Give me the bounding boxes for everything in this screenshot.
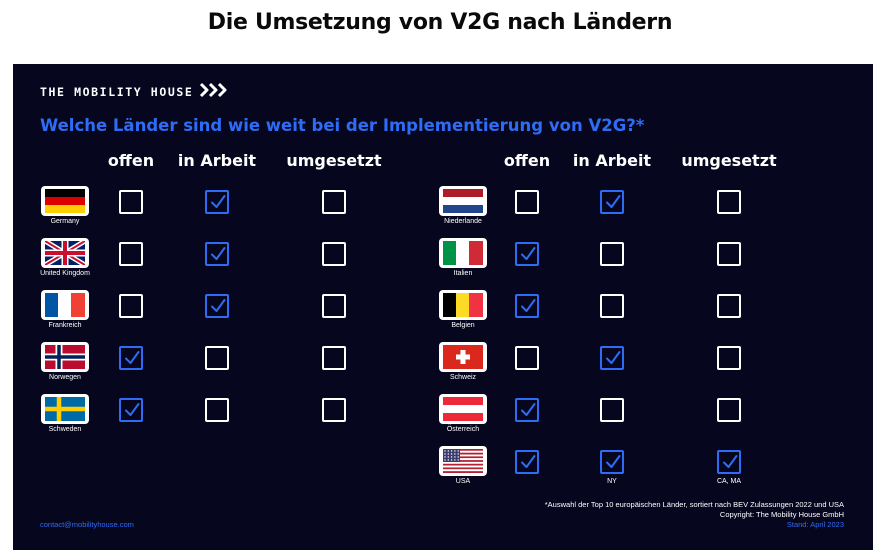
country-label: USA: [455, 478, 471, 485]
status-checkbox-unchecked: [119, 294, 143, 318]
column-header-left-1: in Arbeit: [177, 151, 257, 170]
status-checkbox-unchecked: [515, 346, 539, 370]
status-checkbox-checked: [119, 398, 143, 422]
status-note: NY: [607, 478, 617, 485]
status-checkbox-checked: [515, 398, 539, 422]
question-heading: Welche Länder sind wie weit bei der Impl…: [40, 116, 645, 135]
netherlands-flag-icon: [439, 186, 487, 216]
column-header-right-1: in Arbeit: [572, 151, 652, 170]
brand-logo: THE MOBILITY HOUSE: [40, 82, 231, 102]
country-label: Italien: [453, 270, 473, 277]
italy-flag-icon: [439, 238, 487, 268]
column-header-right-0: offen: [503, 151, 551, 170]
country-label: Österreich: [446, 426, 480, 433]
status-checkbox-unchecked: [205, 346, 229, 370]
status-checkbox-unchecked: [322, 190, 346, 214]
column-header-left-0: offen: [107, 151, 155, 170]
column-header-left-2: umgesetzt: [286, 151, 382, 170]
triple-chevron-right-icon: [199, 82, 231, 102]
austria-flag-icon: [439, 394, 487, 424]
status-checkbox-unchecked: [600, 398, 624, 422]
status-checkbox-checked: [600, 450, 624, 474]
status-checkbox-unchecked: [717, 398, 741, 422]
status-checkbox-unchecked: [119, 190, 143, 214]
united-kingdom-flag-icon: [41, 238, 89, 268]
footnote-date: Stand: April 2023: [786, 520, 844, 529]
status-checkbox-unchecked: [205, 398, 229, 422]
country-label: Norwegen: [49, 374, 81, 381]
germany-flag-icon: [41, 186, 89, 216]
footnote: *Auswahl der Top 10 europäischen Länder,…: [545, 500, 844, 530]
status-checkbox-unchecked: [717, 190, 741, 214]
status-checkbox-unchecked: [600, 294, 624, 318]
status-checkbox-checked: [205, 190, 229, 214]
country-label: Schweiz: [449, 374, 477, 381]
page-title: Die Umsetzung von V2G nach Ländern: [207, 10, 673, 35]
status-checkbox-unchecked: [322, 398, 346, 422]
usa-flag-icon: [439, 446, 487, 476]
column-header-right-2: umgesetzt: [681, 151, 777, 170]
country-label: Belgien: [451, 322, 475, 329]
belgium-flag-icon: [439, 290, 487, 320]
footnote-selection: *Auswahl der Top 10 europäischen Länder,…: [544, 500, 844, 509]
status-checkbox-checked: [119, 346, 143, 370]
status-checkbox-checked: [717, 450, 741, 474]
status-checkbox-checked: [515, 294, 539, 318]
status-checkbox-checked: [515, 450, 539, 474]
status-checkbox-checked: [205, 242, 229, 266]
status-checkbox-unchecked: [717, 294, 741, 318]
status-checkbox-unchecked: [600, 242, 624, 266]
status-checkbox-unchecked: [515, 190, 539, 214]
status-checkbox-checked: [600, 190, 624, 214]
country-label: Germany: [50, 218, 80, 225]
brand-name: THE MOBILITY HOUSE: [40, 85, 194, 99]
status-checkbox-unchecked: [717, 346, 741, 370]
status-checkbox-unchecked: [322, 294, 346, 318]
sweden-flag-icon: [41, 394, 89, 424]
status-note: CA, MA: [716, 478, 742, 485]
switzerland-flag-icon: [439, 342, 487, 372]
norway-flag-icon: [41, 342, 89, 372]
status-checkbox-checked: [600, 346, 624, 370]
country-label: Schweden: [48, 426, 82, 433]
footnote-copyright: Copyright: The Mobility House GmbH: [719, 510, 844, 519]
country-label: Niederlande: [444, 218, 482, 225]
status-checkbox-checked: [515, 242, 539, 266]
status-checkbox-unchecked: [322, 346, 346, 370]
status-checkbox-unchecked: [717, 242, 741, 266]
status-checkbox-checked: [205, 294, 229, 318]
france-flag-icon: [41, 290, 89, 320]
contact-email: contact@mobilityhouse.com: [40, 520, 134, 529]
country-label: Frankreich: [48, 322, 82, 329]
country-label: United Kingdom: [40, 270, 90, 277]
status-checkbox-unchecked: [322, 242, 346, 266]
status-checkbox-unchecked: [119, 242, 143, 266]
